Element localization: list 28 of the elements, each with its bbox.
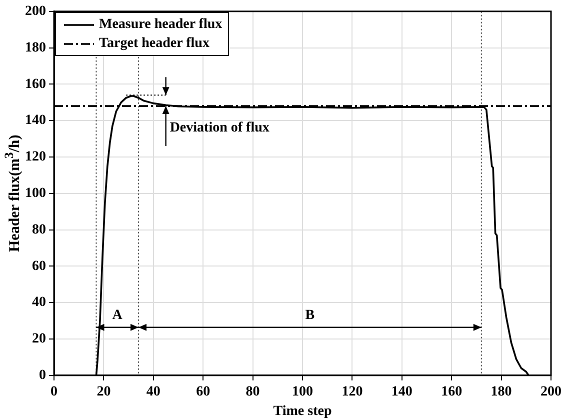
x-axis-title: Time step <box>273 404 332 420</box>
y-tick-label: 80 <box>32 222 46 238</box>
y-tick-label: 140 <box>25 113 46 128</box>
x-tick-label: 140 <box>391 384 412 400</box>
x-tick-label: 100 <box>292 384 313 400</box>
annotation: Deviation of flux <box>170 120 270 136</box>
annotation: A <box>112 308 124 324</box>
x-tick-label: 40 <box>146 384 160 400</box>
legend-label: Target header flux <box>99 36 210 52</box>
y-tick-label: 0 <box>39 368 46 384</box>
y-tick-label: 40 <box>32 295 46 310</box>
legend-label: Measure header flux <box>99 16 222 33</box>
x-tick-label: 20 <box>96 384 111 400</box>
x-tick-label: 120 <box>342 384 363 400</box>
y-tick-label: 200 <box>25 4 46 20</box>
x-tick-label: 200 <box>540 384 562 400</box>
x-tick-label: 80 <box>246 384 260 400</box>
x-tick-label: 60 <box>196 384 210 400</box>
x-tick-label: 160 <box>441 384 462 400</box>
annotation: B <box>305 308 315 324</box>
y-tick-label: 60 <box>32 258 46 274</box>
x-tick-label: 0 <box>50 384 58 400</box>
y-tick-label: 20 <box>32 332 46 347</box>
y-tick-label: 100 <box>25 186 46 202</box>
y-tick-label: 160 <box>25 76 46 92</box>
y-tick-label: 180 <box>25 40 46 56</box>
x-tick-label: 180 <box>490 384 512 400</box>
y-tick-label: 120 <box>25 150 46 165</box>
